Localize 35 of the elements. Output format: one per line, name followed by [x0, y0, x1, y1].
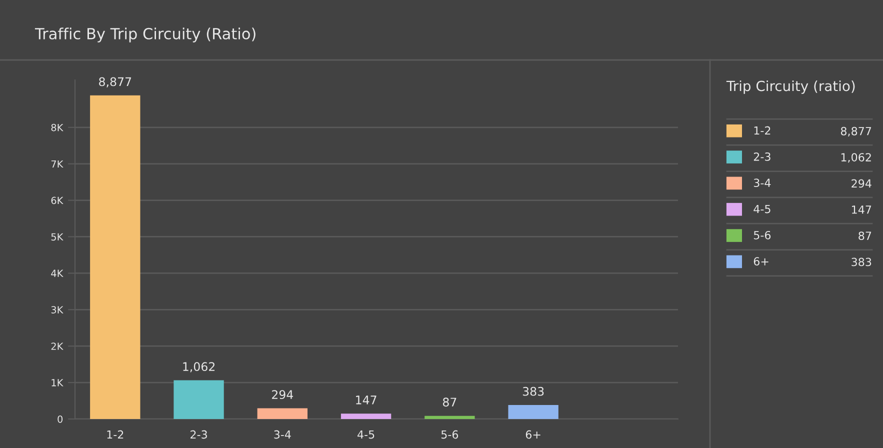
legend-label: 3-4	[754, 178, 771, 188]
data-label: 8,877	[99, 77, 132, 88]
y-tick-label: 1K	[52, 379, 64, 386]
y-tick-label: 5K	[51, 233, 64, 241]
legend-label: 5-6	[754, 230, 771, 240]
y-tick-label: 0	[58, 415, 63, 423]
y-tick-label: 8K	[51, 124, 64, 132]
data-label: 1,062	[183, 362, 214, 372]
legend-label: 2-3	[754, 152, 770, 161]
text: 383	[852, 258, 872, 266]
x-tick-label: 6+	[526, 430, 540, 439]
x-tick-label: 4-5	[358, 430, 374, 439]
legend-label: 6+	[754, 257, 768, 266]
text: 8,877	[840, 126, 872, 136]
text: 1,062	[841, 153, 871, 163]
x-tick-label: 3-4	[274, 430, 291, 439]
x-tick-label: 2-3	[190, 430, 207, 439]
data-label: 87	[442, 398, 456, 407]
data-label: 383	[522, 386, 544, 396]
x-tick-label: 5-6	[441, 430, 458, 439]
y-tick-label: 7K	[51, 160, 64, 168]
text: 147	[852, 206, 872, 214]
data-label: 147	[356, 396, 376, 404]
legend-label: 1-2	[754, 126, 770, 135]
y-tick-label: 6K	[51, 196, 64, 204]
x-tick-label: 1-2	[107, 430, 124, 439]
y-tick-label: 4K	[51, 270, 64, 277]
chart-title: Traffic By Trip Circuity (Ratio)	[34, 28, 256, 42]
text: 87	[858, 232, 872, 240]
legend-label: 4-5	[754, 204, 770, 214]
y-tick-label: 2K	[51, 342, 64, 350]
legend-title: Trip Circuity (ratio)	[726, 80, 855, 94]
y-tick-label: 3K	[51, 306, 64, 314]
text: 294	[852, 179, 872, 188]
data-label: 294	[272, 390, 294, 400]
